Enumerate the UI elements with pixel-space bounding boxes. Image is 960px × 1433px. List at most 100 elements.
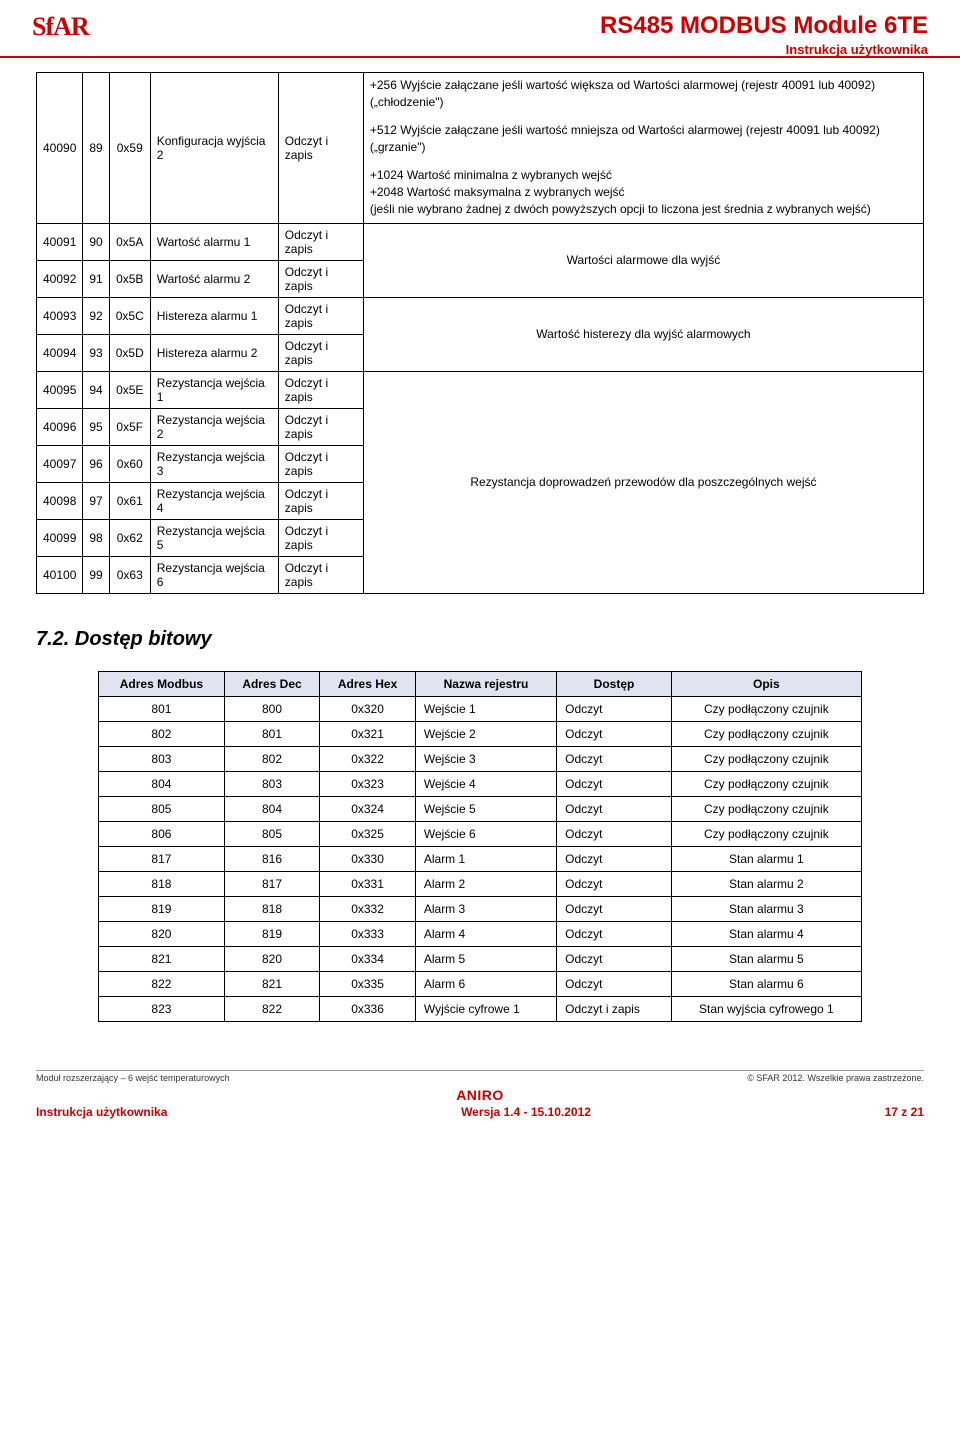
cell: 0x323 xyxy=(320,771,416,796)
section-heading: 7.2. Dostęp bitowy xyxy=(36,628,924,651)
cell: 99 xyxy=(83,556,109,593)
cell: 91 xyxy=(83,260,109,297)
table-row: 8238220x336Wyjście cyfrowe 1Odczyt i zap… xyxy=(99,996,862,1021)
cell: Czy podłączony czujnik xyxy=(671,746,861,771)
cell: 0x59 xyxy=(109,73,150,224)
table-header-row: Adres Modbus Adres Dec Adres Hex Nazwa r… xyxy=(99,671,862,696)
cell: 817 xyxy=(99,846,225,871)
cell: Odczyt i zapis xyxy=(278,260,363,297)
desc-line: +1024 Wartość minimalna z wybranych wejś… xyxy=(370,167,917,219)
cell: 0x322 xyxy=(320,746,416,771)
cell: 805 xyxy=(99,796,225,821)
cell: 822 xyxy=(224,996,320,1021)
cell: 97 xyxy=(83,482,109,519)
cell: Odczyt xyxy=(557,846,672,871)
cell: Alarm 4 xyxy=(415,921,556,946)
cell: Rezystancja wejścia 1 xyxy=(150,371,278,408)
cell: Odczyt xyxy=(557,746,672,771)
register-table-1: 40090 89 0x59 Konfiguracja wyjścia 2 Odc… xyxy=(36,72,924,594)
cell: 804 xyxy=(99,771,225,796)
cell: 0x325 xyxy=(320,821,416,846)
cell: 0x63 xyxy=(109,556,150,593)
col-header: Opis xyxy=(671,671,861,696)
cell: Wejście 3 xyxy=(415,746,556,771)
cell: 816 xyxy=(224,846,320,871)
footer-right: 17 z 21 xyxy=(885,1105,924,1119)
footer-row-main: Instrukcja użytkownika Wersja 1.4 - 15.1… xyxy=(36,1105,924,1119)
col-header: Adres Modbus xyxy=(99,671,225,696)
cell: Histereza alarmu 2 xyxy=(150,334,278,371)
cell: Alarm 5 xyxy=(415,946,556,971)
cell: 40092 xyxy=(37,260,83,297)
cell: Odczyt xyxy=(557,771,672,796)
cell: Konfiguracja wyjścia 2 xyxy=(150,73,278,224)
table-row: 8228210x335Alarm 6OdczytStan alarmu 6 xyxy=(99,971,862,996)
col-header: Nazwa rejestru xyxy=(415,671,556,696)
cell: 0x334 xyxy=(320,946,416,971)
cell: 0x336 xyxy=(320,996,416,1021)
cell: 0x5D xyxy=(109,334,150,371)
cell: 98 xyxy=(83,519,109,556)
cell: 817 xyxy=(224,871,320,896)
cell: Czy podłączony czujnik xyxy=(671,821,861,846)
cell: Odczyt i zapis xyxy=(278,371,363,408)
cell: 0x331 xyxy=(320,871,416,896)
cell: Wartość alarmu 1 xyxy=(150,223,278,260)
cell: Odczyt i zapis xyxy=(278,408,363,445)
footer-row-small: Moduł rozszerzający – 6 wejść temperatur… xyxy=(36,1073,924,1083)
page-footer: Moduł rozszerzający – 6 wejść temperatur… xyxy=(0,1070,960,1129)
cell: 40097 xyxy=(37,445,83,482)
cell: Odczyt i zapis xyxy=(278,519,363,556)
cell: 818 xyxy=(224,896,320,921)
cell: 93 xyxy=(83,334,109,371)
cell: Rezystancja wejścia 3 xyxy=(150,445,278,482)
cell: Stan alarmu 4 xyxy=(671,921,861,946)
cell: 0x324 xyxy=(320,796,416,821)
cell: Wejście 5 xyxy=(415,796,556,821)
footer-row-brand: ANIRO xyxy=(36,1087,924,1103)
cell: 823 xyxy=(99,996,225,1021)
col-header: Adres Dec xyxy=(224,671,320,696)
desc-line: +2048 Wartość maksymalna z wybranych wej… xyxy=(370,185,625,199)
table-row: 8218200x334Alarm 5OdczytStan alarmu 5 xyxy=(99,946,862,971)
desc-cell: Rezystancja doprowadzeń przewodów dla po… xyxy=(363,371,923,593)
cell: 0x5B xyxy=(109,260,150,297)
cell: 90 xyxy=(83,223,109,260)
cell: Alarm 1 xyxy=(415,846,556,871)
divider xyxy=(36,1070,924,1071)
cell: 40094 xyxy=(37,334,83,371)
cell: 95 xyxy=(83,408,109,445)
footer-note-left: Moduł rozszerzający – 6 wejść temperatur… xyxy=(36,1073,230,1083)
cell: Odczyt xyxy=(557,721,672,746)
cell: Wartość alarmu 2 xyxy=(150,260,278,297)
desc-line: +512 Wyjście załączane jeśli wartość mni… xyxy=(370,122,917,157)
cell: 40098 xyxy=(37,482,83,519)
logo: SfAR xyxy=(32,12,89,42)
footer-left: Instrukcja użytkownika xyxy=(36,1105,167,1119)
cell: Czy podłączony czujnik xyxy=(671,796,861,821)
cell: 0x320 xyxy=(320,696,416,721)
cell: Stan alarmu 5 xyxy=(671,946,861,971)
cell: 96 xyxy=(83,445,109,482)
table-row: 8038020x322Wejście 3OdczytCzy podłączony… xyxy=(99,746,862,771)
cell: Odczyt i zapis xyxy=(278,556,363,593)
cell: 0x5C xyxy=(109,297,150,334)
cell: Odczyt xyxy=(557,871,672,896)
cell: 802 xyxy=(224,746,320,771)
col-header: Adres Hex xyxy=(320,671,416,696)
desc-line: +256 Wyjście załączane jeśli wartość wię… xyxy=(370,77,917,112)
cell: Czy podłączony czujnik xyxy=(671,771,861,796)
cell: Wejście 2 xyxy=(415,721,556,746)
cell: Odczyt i zapis xyxy=(278,297,363,334)
cell: 40093 xyxy=(37,297,83,334)
table-row: 8068050x325Wejście 6OdczytCzy podłączony… xyxy=(99,821,862,846)
cell: 0x5E xyxy=(109,371,150,408)
cell: Alarm 6 xyxy=(415,971,556,996)
cell: 819 xyxy=(99,896,225,921)
cell: Alarm 3 xyxy=(415,896,556,921)
footer-brand: ANIRO xyxy=(332,1087,628,1103)
table-row: 8018000x320Wejście 1OdczytCzy podłączony… xyxy=(99,696,862,721)
cell: 0x60 xyxy=(109,445,150,482)
table-row: 40091 90 0x5A Wartość alarmu 1 Odczyt i … xyxy=(37,223,924,260)
cell: Odczyt xyxy=(557,696,672,721)
